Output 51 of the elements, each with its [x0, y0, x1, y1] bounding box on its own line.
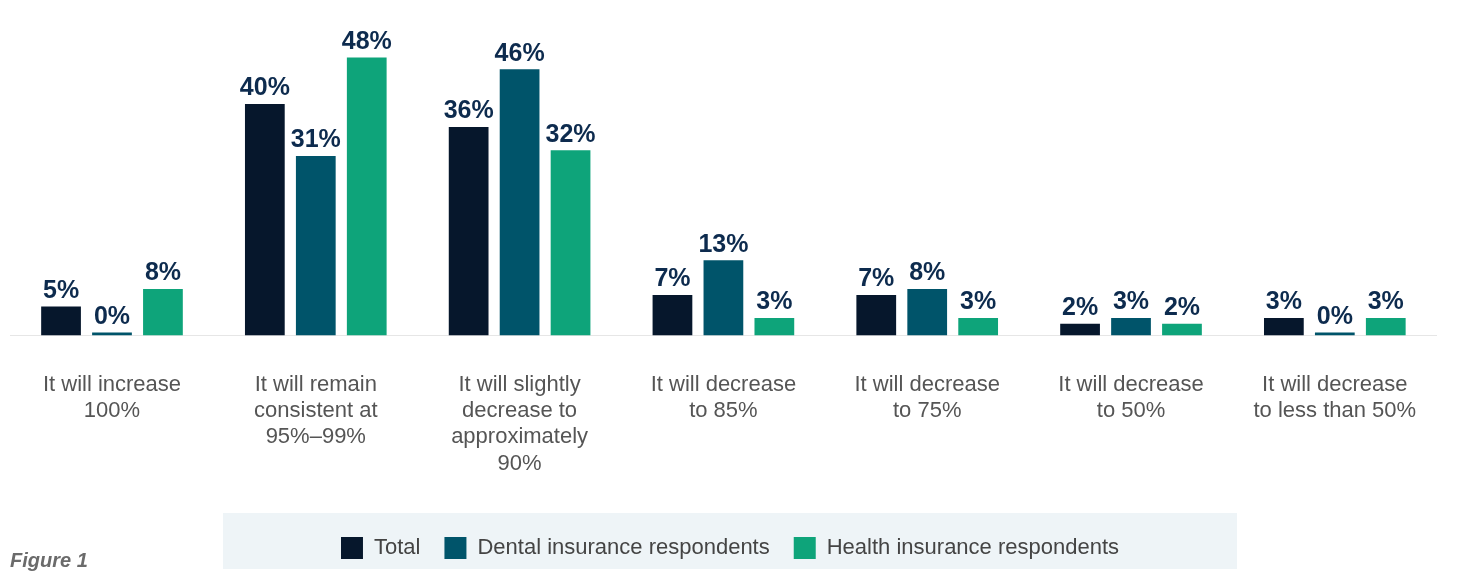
data-label: 3%: [756, 286, 793, 315]
data-label: 0%: [1316, 300, 1353, 329]
legend-label: Health insurance respondents: [826, 534, 1120, 560]
data-label: 3%: [1367, 286, 1404, 315]
x-tick-label: It will slightly decrease to approximately 90%: [451, 370, 589, 475]
data-label: 31%: [290, 124, 341, 153]
data-label: 48%: [341, 25, 392, 54]
bar: [346, 57, 387, 336]
data-label: 0%: [93, 300, 131, 329]
bar: [448, 127, 489, 336]
legend-label: Dental insurance respondents: [477, 534, 770, 560]
bar: [295, 155, 336, 336]
x-tick-label: It will decrease to less than 50%: [1253, 370, 1417, 423]
x-tick-label: It will remain consistent at 95%–99%: [254, 370, 378, 449]
bar: [1111, 318, 1151, 336]
data-label: 32%: [545, 118, 596, 147]
x-tick-label: It will decrease to 50%: [1058, 370, 1204, 423]
data-label: 36%: [443, 95, 494, 124]
data-label: 7%: [654, 263, 691, 292]
x-tick-label: It will increase 100%: [42, 370, 182, 423]
bar: [856, 294, 897, 336]
bar: [652, 294, 693, 336]
bar: [958, 318, 999, 336]
x-tick-label: It will decrease to 75%: [854, 370, 1000, 423]
data-label: 40%: [239, 72, 290, 101]
bar: [499, 69, 540, 336]
bar: [1264, 318, 1304, 336]
data-label: 3%: [1265, 286, 1302, 315]
bar: [703, 260, 744, 336]
bar: [1162, 323, 1202, 336]
caption: Figure 1: [10, 548, 88, 571]
data-label: 8%: [144, 257, 182, 286]
bar: [754, 318, 795, 336]
data-label: 8%: [909, 257, 946, 286]
bar: [244, 103, 285, 336]
data-label: 5%: [42, 274, 80, 303]
data-label: 2%: [1163, 292, 1201, 321]
bar: [907, 289, 948, 336]
bar: [143, 289, 183, 336]
legend-label: Total: [373, 534, 421, 560]
data-label: 3%: [960, 286, 997, 315]
data-label: 7%: [858, 263, 895, 292]
data-label: 2%: [1061, 292, 1099, 321]
x-tick-label: It will decrease to 85%: [650, 370, 797, 423]
data-label: 46%: [494, 37, 545, 66]
bar: [550, 150, 591, 336]
data-label: 13%: [698, 228, 749, 257]
bar: [1365, 318, 1406, 336]
bar: [41, 306, 81, 336]
data-label: 3%: [1112, 286, 1150, 315]
bar: [1060, 323, 1100, 336]
